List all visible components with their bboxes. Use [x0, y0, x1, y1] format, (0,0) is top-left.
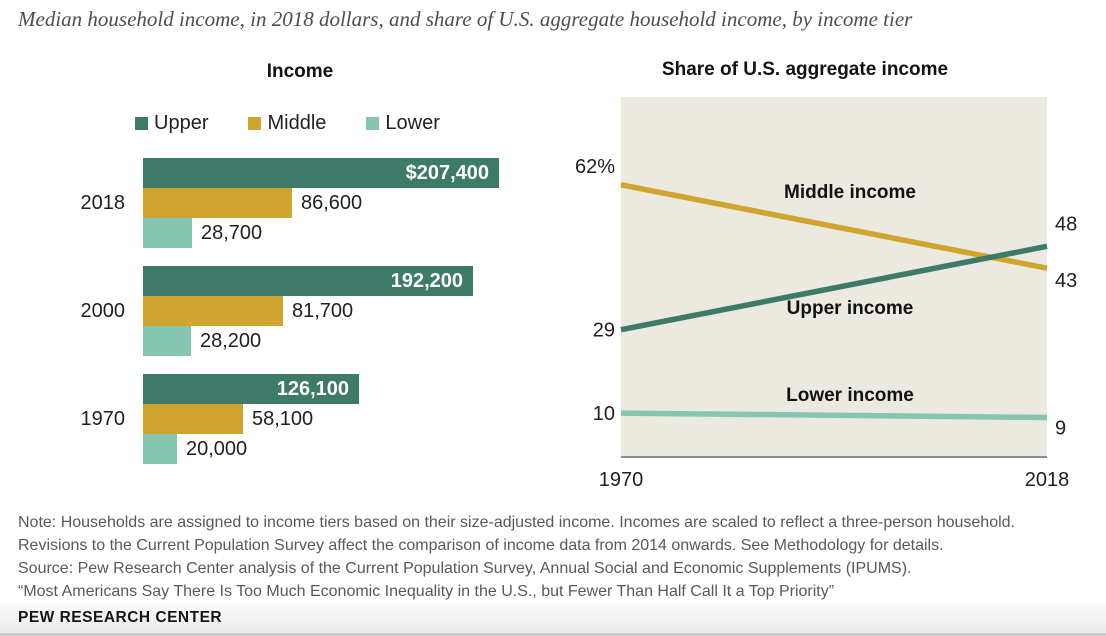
bar-group-2018: 2018 $207,400 86,600 28,700 [18, 158, 673, 248]
end-value-label-upper: 48 [1055, 213, 1077, 235]
bar-1970-upper: 126,100 [143, 374, 359, 404]
bar-1970-lower [143, 434, 177, 464]
category-label: 2018 [80, 191, 126, 214]
plot-area [621, 97, 1047, 457]
start-value-label-lower: 10 [593, 403, 615, 425]
bars: 126,100 58,100 20,000 [143, 374, 673, 464]
bar-value-label: 28,200 [200, 329, 262, 352]
upper-color-swatch [135, 117, 148, 130]
bar-row-middle: 86,600 [143, 188, 673, 218]
bar-row-middle: 81,700 [143, 296, 673, 326]
bar-value-label: 28,700 [201, 221, 263, 244]
bars: 192,200 81,700 28,200 [143, 266, 673, 356]
series-label-lower: Lower income [786, 385, 914, 406]
bar-value-label: 58,100 [252, 407, 314, 430]
share-line-chart: 62% 43 Middle income 29 48 Upper income 10 9 Low… [575, 97, 1077, 491]
income-chart-title: Income [266, 61, 334, 82]
bar-2018-middle [143, 188, 292, 218]
legend-item-middle: Middle [248, 112, 326, 135]
income-legend: Upper Middle Lower [135, 112, 440, 135]
notes-block: Note: Households are assigned to income … [18, 511, 1103, 603]
bar-row-lower: 28,700 [143, 218, 673, 248]
footer-bar: PEW RESEARCH CENTER [0, 603, 1106, 636]
bar-2000-lower [143, 326, 191, 356]
bar-row-upper: 126,100 [143, 374, 673, 404]
series-label-upper: Upper income [787, 298, 914, 319]
bar-2018-upper: $207,400 [143, 158, 499, 188]
category-label: 1970 [80, 407, 126, 430]
bar-value-label: 192,200 [390, 269, 463, 292]
report-title-line: “Most Americans Say There Is Too Much Ec… [18, 583, 835, 600]
line-lower-income [620, 410, 1048, 421]
legend-label: Middle [267, 112, 327, 134]
legend-item-upper: Upper [135, 112, 208, 135]
line-upper-income [620, 243, 1048, 333]
footer-brand: PEW RESEARCH CENTER [18, 609, 223, 626]
category-label: 2000 [80, 299, 126, 322]
legend-label: Lower [385, 112, 440, 134]
bar-value-label: 20,000 [186, 437, 248, 460]
lower-color-swatch [366, 117, 380, 130]
bar-value-label: 81,700 [292, 299, 354, 322]
bar-2000-upper: 192,200 [143, 266, 473, 296]
x-tick-2018: 2018 [1025, 469, 1070, 491]
bars: $207,400 86,600 28,700 [143, 158, 673, 248]
middle-color-swatch [248, 117, 262, 130]
bar-row-middle: 58,100 [143, 404, 673, 434]
bar-2000-middle [143, 296, 283, 326]
bar-1970-middle [143, 404, 243, 434]
bar-row-upper: $207,400 [143, 158, 673, 188]
bar-value-label: 86,600 [301, 191, 363, 214]
start-value-label-middle: 62% [575, 156, 615, 178]
note-line: Revisions to the Current Population Surv… [18, 537, 944, 554]
bar-row-lower: 28,200 [143, 326, 673, 356]
end-value-label-middle: 43 [1055, 270, 1077, 292]
end-value-label-lower: 9 [1055, 418, 1066, 440]
bar-value-label: 126,100 [276, 377, 349, 400]
legend-label: Upper [154, 112, 209, 134]
x-tick-1970: 1970 [599, 469, 644, 491]
note-line: Note: Households are assigned to income … [18, 514, 1015, 531]
bar-value-label: $207,400 [405, 161, 489, 184]
bar-2018-lower [143, 218, 192, 248]
legend-item-lower: Lower [366, 112, 440, 135]
source-line: Source: Pew Research Center analysis of … [18, 560, 912, 577]
bar-row-upper: 192,200 [143, 266, 673, 296]
income-bar-chart: 2018 $207,400 86,600 28,700 2000 192,200 81,70… [18, 158, 673, 482]
bar-group-2000: 2000 192,200 81,700 28,200 [18, 266, 673, 356]
main-title: Median household income, in 2018 dollars… [18, 7, 913, 31]
share-chart-title: Share of U.S. aggregate income [661, 59, 949, 80]
series-label-middle: Middle income [784, 182, 916, 203]
line-middle-income [620, 182, 1048, 271]
bar-group-1970: 1970 126,100 58,100 20,000 [18, 374, 673, 464]
bar-row-lower: 20,000 [143, 434, 673, 464]
start-value-label-upper: 29 [593, 320, 615, 342]
